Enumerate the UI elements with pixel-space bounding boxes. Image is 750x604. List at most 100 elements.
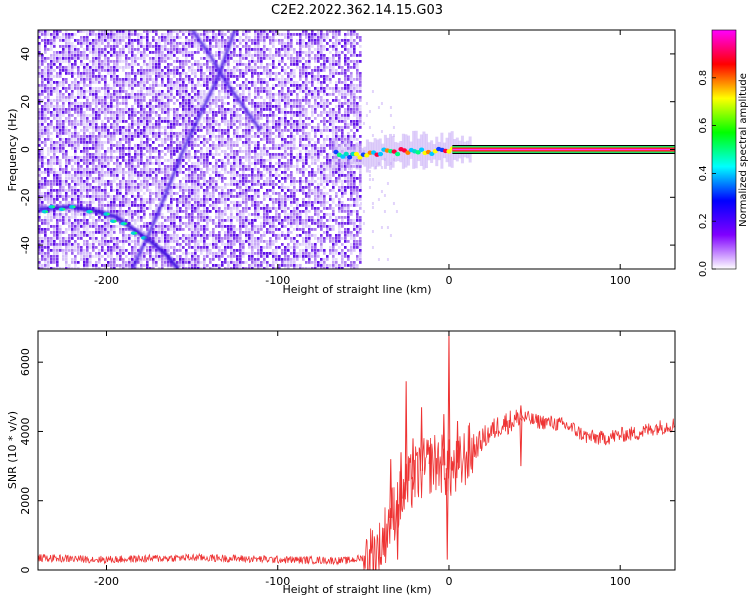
noise-cell: [152, 135, 155, 138]
noise-cell: [164, 45, 167, 48]
noise-cell: [242, 240, 245, 243]
noise-cell: [116, 144, 119, 147]
noise-cell: [128, 156, 131, 159]
noise-cell: [86, 183, 89, 186]
noise-cell: [155, 75, 158, 78]
noise-cell: [59, 165, 62, 168]
noise-cell: [131, 177, 134, 180]
noise-cell: [74, 186, 77, 189]
noise-cell: [158, 102, 161, 105]
noise-cell: [245, 135, 248, 138]
noise-cell: [62, 255, 65, 258]
noise-cell: [71, 201, 74, 204]
noise-cell: [185, 93, 188, 96]
noise-cell: [221, 201, 224, 204]
noise-cell: [230, 189, 233, 192]
noise-cell: [254, 231, 257, 234]
noise-cell: [77, 72, 80, 75]
noise-cell: [89, 42, 92, 45]
noise-cell: [152, 168, 155, 171]
noise-cell: [227, 207, 230, 210]
noise-cell: [200, 228, 203, 231]
noise-cell: [182, 81, 185, 84]
noise-cell: [251, 267, 254, 269]
noise-cell: [173, 198, 176, 201]
noise-cell: [179, 105, 182, 108]
noise-cell: [260, 225, 263, 228]
noise-cell: [122, 51, 125, 54]
noise-cell: [41, 87, 44, 90]
noise-cell: [233, 225, 236, 228]
noise-cell: [92, 156, 95, 159]
noise-cell: [137, 57, 140, 60]
noise-cell: [245, 159, 248, 162]
noise-cell: [179, 207, 182, 210]
noise-cell: [206, 36, 209, 39]
noise-cell: [266, 36, 269, 39]
noise-cell: [272, 45, 275, 48]
noise-cell: [71, 63, 74, 66]
noise-cell: [86, 39, 89, 42]
noise-cell: [119, 81, 122, 84]
noise-cell: [197, 93, 200, 96]
noise-cell: [200, 219, 203, 222]
noise-cell: [116, 75, 119, 78]
noise-cell: [212, 180, 215, 183]
noise-cell: [98, 144, 101, 147]
noise-cell: [200, 99, 203, 102]
noise-cell: [47, 267, 50, 269]
noise-cell: [131, 111, 134, 114]
noise-cell: [104, 36, 107, 39]
noise-cell: [113, 60, 116, 63]
noise-cell: [269, 51, 272, 54]
noise-cell: [209, 123, 212, 126]
noise-cell: [257, 147, 260, 150]
noise-cell: [47, 195, 50, 198]
noise-cell: [233, 156, 236, 159]
noise-cell: [245, 177, 248, 180]
noise-cell: [56, 159, 59, 162]
noise-cell: [170, 48, 173, 51]
noise-cell: [152, 210, 155, 213]
noise-cell: [158, 105, 161, 108]
noise-cell: [203, 75, 206, 78]
noise-cell: [143, 207, 146, 210]
noise-cell: [38, 57, 41, 60]
noise-cell: [218, 99, 221, 102]
noise-cell: [248, 81, 251, 84]
noise-cell: [116, 183, 119, 186]
noise-cell: [152, 216, 155, 219]
noise-cell: [80, 156, 83, 159]
noise-cell: [89, 147, 92, 150]
noise-cell: [62, 258, 65, 261]
noise-cell: [83, 186, 86, 189]
noise-cell: [242, 57, 245, 60]
noise-cell: [65, 126, 68, 129]
noise-cell: [104, 78, 107, 81]
noise-cell: [188, 234, 191, 237]
noise-cell: [134, 123, 137, 126]
noise-cell: [110, 144, 113, 147]
noise-cell: [224, 258, 227, 261]
noise-cell: [101, 168, 104, 171]
noise-cell: [254, 33, 257, 36]
noise-cell: [245, 66, 248, 69]
noise-cell: [152, 183, 155, 186]
noise-cell: [227, 129, 230, 132]
noise-cell: [68, 129, 71, 132]
noise-cell: [197, 264, 200, 267]
noise-cell: [128, 213, 131, 216]
noise-cell: [164, 48, 167, 51]
noise-cell: [176, 57, 179, 60]
noise-cell: [122, 195, 125, 198]
noise-cell: [257, 255, 260, 258]
noise-cell: [50, 183, 53, 186]
noise-cell: [101, 54, 104, 57]
noise-cell: [41, 222, 44, 225]
noise-cell: [71, 258, 74, 261]
noise-cell: [173, 108, 176, 111]
noise-cell: [95, 60, 98, 63]
noise-cell: [128, 174, 131, 177]
noise-cell: [263, 216, 266, 219]
noise-cell: [239, 222, 242, 225]
